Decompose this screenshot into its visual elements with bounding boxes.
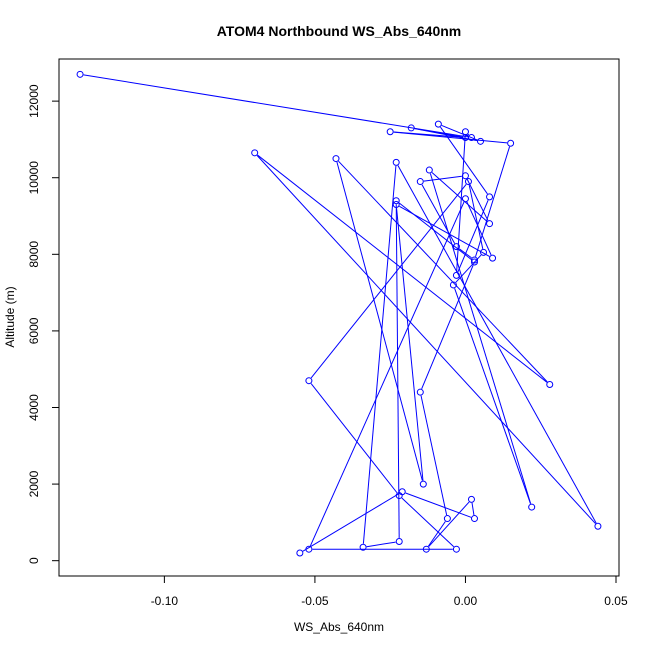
data-point [296, 549, 304, 557]
data-point [422, 545, 430, 553]
data-point [507, 139, 515, 147]
series-segment [420, 395, 448, 516]
data-point [434, 120, 442, 128]
data-point [416, 388, 424, 396]
data-point [594, 522, 602, 530]
series-segment [441, 125, 478, 141]
data-point [470, 258, 478, 266]
series-segment [302, 493, 400, 552]
series-segment [395, 204, 400, 538]
series-segment [338, 160, 548, 383]
data-point [407, 124, 415, 132]
data-point [395, 492, 403, 500]
series-segment [362, 165, 397, 544]
series-segment [393, 131, 462, 138]
series-segment [310, 184, 467, 379]
x-tick-label: -0.10 [151, 594, 179, 608]
data-point [467, 134, 475, 142]
data-point [477, 137, 485, 145]
data-point [452, 243, 460, 251]
data-point [489, 254, 497, 262]
data-point [528, 503, 536, 511]
y-tick-label: 12000 [27, 84, 41, 118]
data-point [486, 220, 494, 228]
chart-title: ATOM4 Northbound WS_Abs_640nm [217, 23, 462, 39]
data-point [480, 248, 488, 256]
data-point [392, 201, 400, 209]
series-segment [405, 492, 472, 518]
data-point [392, 197, 400, 205]
series-segment [475, 146, 511, 257]
data-point [76, 70, 84, 78]
data-point [452, 545, 460, 553]
x-axis: -0.10 -0.05 0.00 0.05 [151, 576, 628, 608]
data-point [359, 543, 367, 551]
series-segment [466, 178, 489, 221]
x-tick-label: 0.00 [454, 594, 478, 608]
series-segment [457, 199, 489, 273]
series-segment [396, 208, 424, 481]
data-point [419, 480, 427, 488]
series-segment [421, 184, 456, 244]
series-points [76, 70, 602, 557]
y-tick-label: 0 [27, 557, 41, 564]
y-tick-label: 8000 [27, 241, 41, 268]
data-point [392, 158, 400, 166]
x-tick-label: -0.05 [301, 594, 329, 608]
data-point [395, 538, 403, 546]
plot-frame [58, 58, 620, 577]
data-point [251, 149, 259, 157]
series-segment [83, 74, 468, 138]
series-segment [427, 521, 446, 547]
y-axis: 0 2000 4000 6000 8000 10000 12000 [27, 84, 59, 564]
series-segment [467, 133, 470, 136]
x-tick-label: 0.05 [604, 594, 628, 608]
series-segment [310, 383, 398, 494]
series-segment [336, 161, 423, 481]
data-point [425, 166, 433, 174]
series-segment [423, 175, 462, 182]
data-point [305, 377, 313, 385]
y-axis-label: Altitude (m) [3, 286, 17, 347]
data-point [443, 515, 451, 523]
data-point [546, 381, 554, 389]
data-point [452, 271, 460, 279]
data-point [467, 495, 475, 503]
series-segment [454, 288, 531, 504]
data-point [461, 195, 469, 203]
series-segment [366, 541, 396, 548]
series-segment [401, 497, 455, 548]
data-point [449, 281, 457, 289]
data-point [461, 128, 469, 136]
series-segment [431, 172, 488, 222]
x-axis-label: WS_Abs_640nm [294, 620, 384, 634]
series-segment [256, 155, 596, 524]
y-tick-label: 6000 [27, 317, 41, 344]
data-point [305, 545, 313, 553]
y-tick-label: 10000 [27, 161, 41, 195]
data-point [470, 256, 478, 264]
series-segment [397, 165, 597, 524]
data-point [386, 128, 394, 136]
series-segment [468, 184, 484, 249]
data-point [470, 515, 478, 523]
series-segment [429, 173, 532, 504]
series-segment [428, 501, 470, 547]
series-segment [399, 205, 490, 257]
series-segment [309, 201, 465, 547]
series-segment [466, 201, 492, 256]
data-point [464, 178, 472, 186]
y-tick-label: 4000 [27, 394, 41, 421]
data-point [416, 178, 424, 186]
y-tick-label: 2000 [27, 470, 41, 497]
data-point [461, 172, 469, 180]
series-segment [471, 502, 475, 516]
series-lines [83, 74, 597, 552]
data-point [486, 193, 494, 201]
data-point [332, 155, 340, 163]
